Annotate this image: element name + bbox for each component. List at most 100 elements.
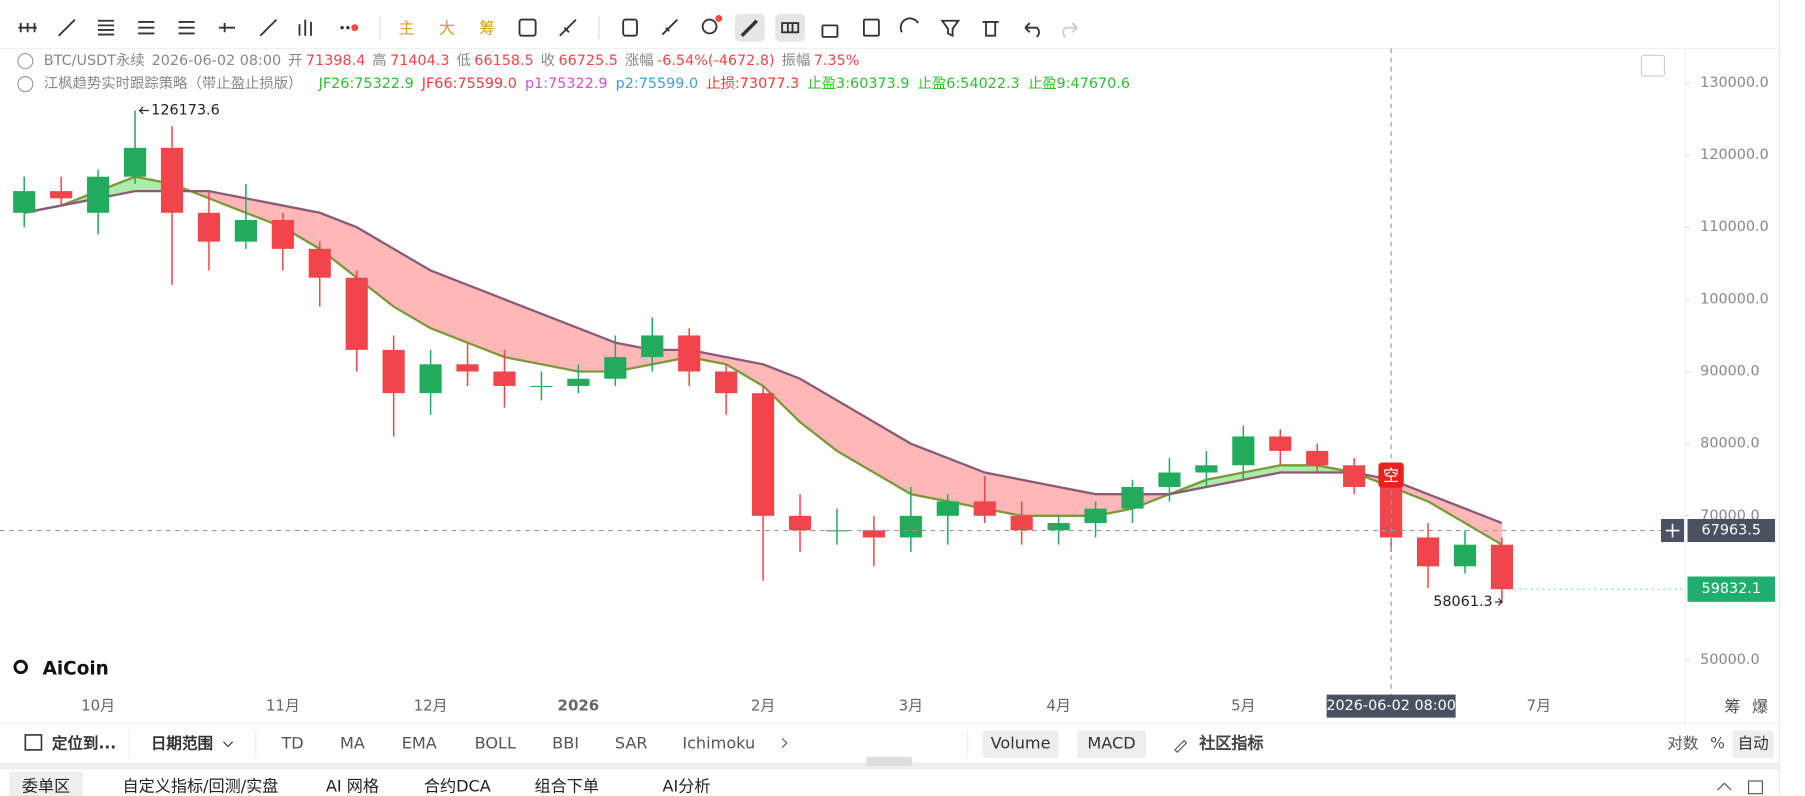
tool-icon[interactable] [899, 17, 919, 33]
tab[interactable]: 组合下单 [534, 776, 598, 795]
band [1206, 472, 1244, 487]
band [393, 248, 431, 329]
tabs: 委单区 自定义指标/回测/实盘 AI 网格 合约DCA 组合下单 AI分析 [9, 771, 1763, 796]
tab[interactable]: 委单区 [22, 776, 70, 795]
tool-active[interactable] [775, 13, 806, 42]
indicator-button[interactable]: BOLL [475, 734, 516, 753]
tab[interactable]: AI 网格 [326, 776, 379, 795]
indicator-button[interactable]: TD [280, 734, 303, 753]
scale-button[interactable]: % [1710, 735, 1725, 753]
date-range-button[interactable]: 日期范围 [151, 734, 213, 753]
indicator-value: JF26:75322.9 [318, 76, 414, 92]
tool-icon[interactable] [138, 20, 155, 35]
tool-icon[interactable] [982, 20, 999, 37]
band [947, 458, 985, 509]
indicator-button[interactable]: BBI [552, 734, 579, 753]
tab[interactable]: 自定义指标/回测/实盘 [123, 776, 279, 795]
tool-icon[interactable] [340, 25, 344, 30]
y-tick-label: 50000.0 [1700, 652, 1759, 668]
sub-indicator-button[interactable]: MACD [1087, 734, 1135, 753]
high-annotation: 126173.6 [151, 103, 220, 119]
field-label: 振幅 [782, 52, 811, 69]
tool-icon[interactable] [661, 18, 678, 36]
logo: AiCoin [13, 658, 109, 679]
field-label: 低 [456, 52, 470, 69]
locate-icon [24, 734, 43, 751]
toolbar-button[interactable]: 主 [399, 18, 415, 37]
x-tick-label: 4月 [1046, 697, 1071, 715]
x-tick-label: 2月 [751, 697, 776, 715]
band [1464, 508, 1502, 545]
scroll-icon[interactable] [781, 737, 788, 749]
tab[interactable]: AI分析 [663, 776, 711, 795]
candle-body [1195, 465, 1218, 473]
indicator-button[interactable]: EMA [402, 734, 437, 753]
tool-icon[interactable] [701, 18, 718, 35]
candle-body [1232, 436, 1255, 466]
collapse-icon[interactable] [1717, 782, 1732, 791]
band [836, 400, 874, 473]
indicator-button[interactable]: SAR [615, 734, 648, 753]
candle-body [567, 378, 590, 386]
toolbar-button[interactable]: 筹 [479, 18, 495, 37]
field-label: 高 [372, 52, 386, 69]
indicator-value: 止盈3:60373.9 [807, 75, 909, 92]
candle-body [825, 530, 849, 532]
resize-grip[interactable] [866, 756, 913, 767]
last-price: 59832.1 [1702, 581, 1761, 597]
indicator-value: p1:75322.9 [525, 76, 608, 92]
band [430, 270, 468, 343]
candle-body [493, 371, 516, 386]
tab[interactable]: 合约DCA [424, 776, 491, 795]
tool-icon[interactable] [178, 20, 195, 35]
tool-icon[interactable] [259, 18, 278, 37]
x-tick-label: 12月 [414, 697, 448, 715]
tool-icon[interactable] [940, 19, 961, 38]
popout-icon[interactable] [1747, 780, 1763, 795]
candle-body [1453, 544, 1477, 567]
indicator-value: p2:75599.0 [616, 76, 699, 92]
indicator-button[interactable]: MA [340, 734, 365, 753]
candle-body [419, 364, 442, 394]
right-label[interactable]: 筹 [1724, 697, 1740, 716]
tool-icon[interactable] [97, 19, 115, 36]
candle-body [1010, 515, 1033, 531]
sub-indicator-bg [982, 730, 1059, 758]
tool-icon[interactable] [18, 23, 37, 33]
tool-icon[interactable] [298, 19, 312, 36]
tool-icon[interactable] [821, 24, 839, 38]
candle-body [862, 530, 885, 538]
ohlc-legend: BTC/USDT永续 2026-06-02 08:00 开 71398.4 高 71404… [44, 52, 860, 69]
indicator-value: 止盈6:54022.3 [918, 75, 1020, 92]
collapse-icon[interactable] [17, 53, 34, 70]
field-value: -6.54%(-4672.8) [657, 53, 775, 69]
tool-icon[interactable] [1062, 22, 1078, 38]
indicator-button[interactable]: Ichimoku [682, 734, 755, 753]
band [910, 443, 948, 502]
crosshair-time: 2026-06-02 08:00 [1326, 698, 1456, 714]
tool-icon[interactable] [862, 18, 880, 37]
indicator-value: 止损:73077.3 [706, 75, 799, 92]
tool-icon[interactable] [58, 18, 76, 37]
tool-icon[interactable] [622, 18, 638, 37]
scale-button[interactable]: 对数 [1667, 735, 1699, 753]
tool-icon[interactable] [518, 18, 537, 37]
community-button[interactable]: 社区指标 [1198, 734, 1263, 753]
scale-button[interactable]: 自动 [1738, 735, 1769, 753]
candle-body [345, 277, 368, 350]
y-tick-label: 110000.0 [1700, 219, 1769, 235]
tool-icon[interactable] [559, 18, 577, 37]
sub-indicator-button[interactable]: Volume [991, 734, 1051, 753]
toolbar-button[interactable]: 大 [439, 18, 455, 37]
candle-body [751, 393, 775, 516]
tool-icon[interactable] [1024, 22, 1040, 38]
collapse-icon[interactable] [17, 76, 34, 93]
crosshair-time-box [1326, 694, 1456, 718]
plot: 50000.070000.080000.090000.0100000.01100… [0, 48, 1776, 718]
locate-button[interactable]: 定位到... [52, 734, 116, 753]
field-value: 66158.5 [474, 53, 533, 69]
fullscreen-icon[interactable] [1640, 54, 1666, 77]
right-label[interactable]: 爆 [1752, 697, 1768, 716]
candle-body [899, 515, 922, 538]
tool-icon[interactable] [218, 23, 235, 33]
